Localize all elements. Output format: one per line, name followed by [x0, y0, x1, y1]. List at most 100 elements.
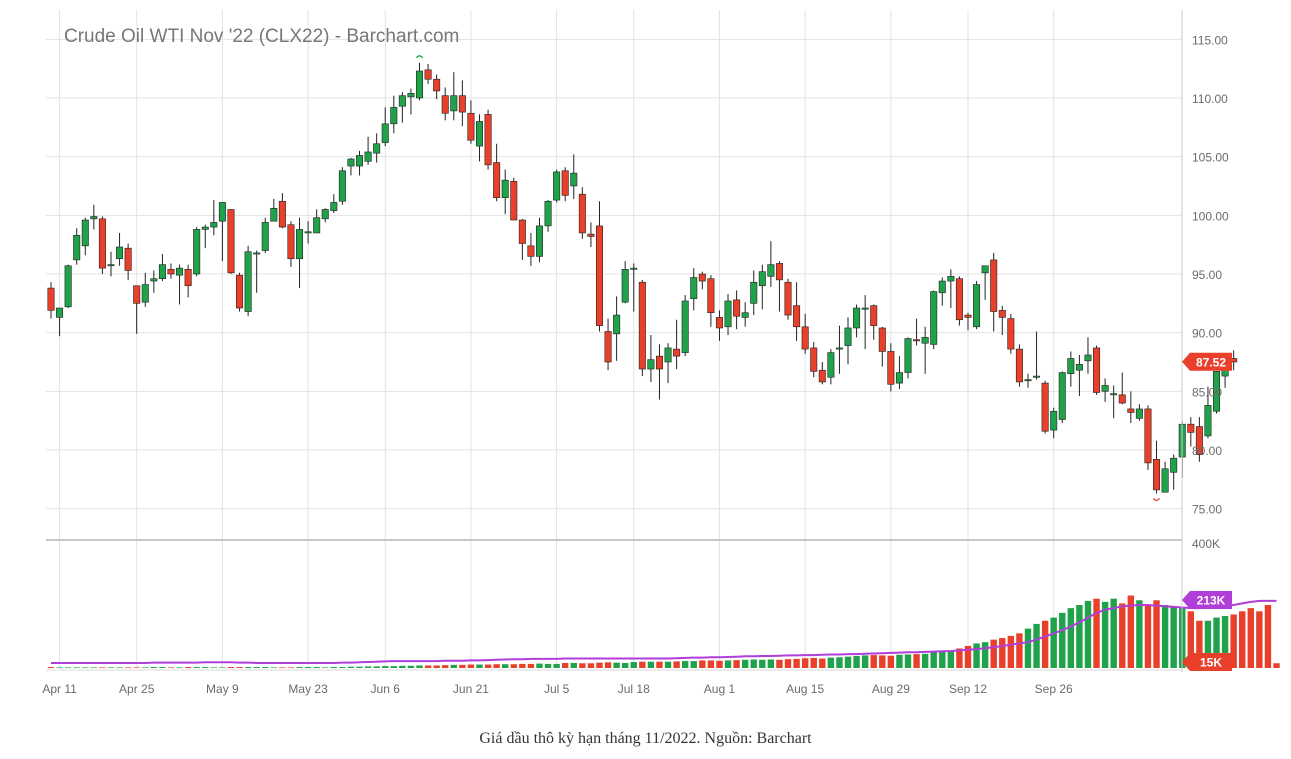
candle-body	[690, 277, 698, 299]
volume-bar	[544, 663, 552, 668]
candle-body	[467, 112, 475, 141]
candle-body	[733, 299, 741, 317]
volume-bar	[133, 667, 140, 668]
candle-body	[707, 278, 715, 314]
candle-body	[1135, 408, 1143, 419]
volume-high-badge-shape	[1182, 591, 1232, 609]
volume-bar	[1264, 605, 1272, 668]
volume-bar	[330, 667, 338, 668]
volume-low-badge-shape	[1182, 653, 1232, 671]
candle-body	[450, 95, 458, 112]
volume-low-badge-text: 15K	[1200, 656, 1222, 670]
candle-body	[724, 300, 732, 328]
volume-bar	[339, 667, 346, 668]
candle-body	[176, 267, 184, 276]
volume-bar	[1273, 663, 1280, 668]
volume-high-badge: 213K	[1182, 591, 1232, 609]
volume-bar	[536, 663, 543, 668]
candle-body	[1161, 468, 1169, 493]
candle-body	[398, 95, 406, 107]
volume-bar	[844, 656, 852, 668]
volume-bar	[416, 665, 423, 668]
candle-body	[595, 225, 603, 326]
volume-bar	[793, 658, 800, 668]
candle-body	[1067, 358, 1075, 375]
candle-body	[647, 359, 655, 370]
volume-bar	[810, 657, 817, 668]
price-tick-label: 110.00	[1192, 92, 1228, 106]
axes: 115.00110.00105.00100.0095.0090.0085.008…	[42, 10, 1229, 696]
candle-body	[1213, 371, 1221, 412]
volume-bar	[981, 642, 989, 668]
candle-body	[1075, 364, 1083, 371]
price-tick-label: 75.00	[1192, 503, 1222, 517]
candle-body	[158, 264, 166, 279]
volume-bar	[1067, 608, 1075, 668]
volume-tick-label: 400K	[1192, 537, 1220, 551]
x-tick-label: Aug 1	[704, 682, 736, 696]
volume-bar	[1153, 600, 1160, 668]
volume-bar	[699, 660, 706, 668]
last-price-badge: 87.52	[1182, 352, 1232, 371]
volume-bar	[1144, 605, 1152, 668]
volume-bar	[184, 667, 192, 668]
volume-bar	[1239, 611, 1246, 668]
volume-bar	[450, 664, 457, 668]
volume-bar	[442, 665, 449, 668]
volume-bar	[502, 664, 509, 668]
volume-bar	[613, 662, 620, 668]
candle-body	[201, 226, 209, 230]
candle-body	[527, 245, 535, 257]
volume-bar	[1024, 628, 1032, 668]
volume-bar	[202, 667, 209, 668]
candle-body	[861, 307, 869, 310]
volume-bar	[690, 661, 697, 668]
candle-body	[390, 107, 398, 125]
volume-bar	[801, 658, 809, 668]
volume-bar	[819, 658, 826, 668]
candle-body	[775, 263, 783, 281]
candle-body	[810, 347, 818, 372]
figure-caption: Giá dầu thô kỳ hạn tháng 11/2022. Nguồn:…	[479, 730, 812, 747]
volume-bar	[64, 667, 72, 668]
last-price-badge-text: 87.52	[1196, 355, 1226, 369]
volume-bar	[921, 653, 929, 668]
volume-bar	[47, 667, 55, 668]
volume-bar	[1076, 605, 1083, 668]
candle-body	[518, 219, 526, 244]
volume-bar	[227, 667, 235, 668]
volume-bar	[904, 654, 912, 668]
candle-body	[990, 259, 998, 312]
candle-body	[1041, 382, 1049, 432]
candle-body	[870, 305, 878, 326]
candle-body	[484, 114, 492, 166]
volume-bar	[476, 664, 483, 668]
moving-average-line	[51, 599, 1277, 664]
volume-bar	[1230, 614, 1237, 668]
candle-body	[141, 284, 149, 303]
price-chart: Crude Oil WTI Nov '22 (CLX22) - Barchart…	[42, 10, 1280, 696]
volume-bar	[287, 667, 295, 668]
candle-body	[47, 287, 55, 311]
candle-body	[364, 151, 372, 162]
volume-bar	[767, 659, 775, 668]
x-tick-label: Jun 21	[453, 682, 489, 696]
volume-bar	[390, 666, 397, 668]
candle-body	[1033, 375, 1041, 378]
candle-body	[938, 280, 946, 294]
candle-body	[1195, 426, 1203, 455]
candle-body	[818, 369, 826, 383]
candle-body	[981, 265, 989, 274]
candle-body	[921, 337, 929, 344]
candle-body	[1170, 457, 1178, 473]
volume-bar	[253, 667, 260, 668]
volume-bar	[973, 643, 980, 668]
volume-bar	[142, 667, 149, 668]
candle-body	[236, 274, 244, 309]
volume-bar	[964, 645, 972, 668]
volume-bar	[484, 664, 492, 668]
price-tick-label: 80.00	[1192, 444, 1222, 458]
volume-bar	[836, 657, 843, 668]
x-tick-label: Jun 6	[371, 682, 401, 696]
volume-bar	[296, 667, 303, 668]
